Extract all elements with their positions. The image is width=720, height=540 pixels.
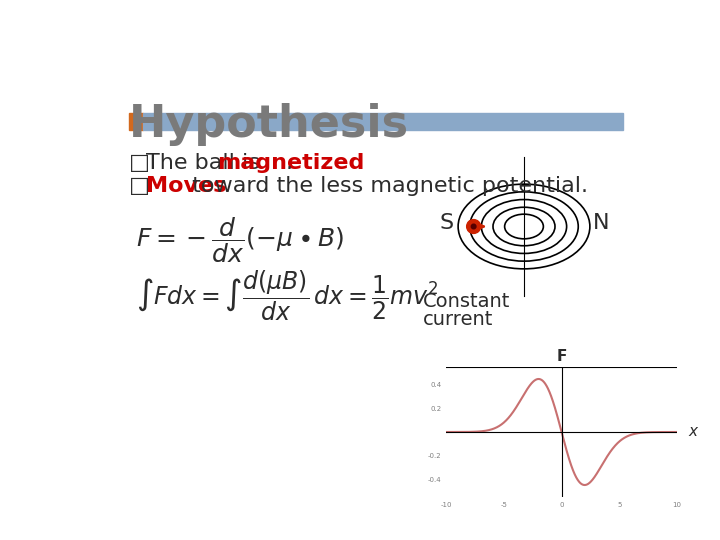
Text: x: x (688, 424, 697, 440)
Circle shape (467, 220, 481, 233)
Text: magnetized: magnetized (217, 153, 364, 173)
Text: □: □ (129, 177, 150, 197)
Text: Moves: Moves (145, 177, 226, 197)
Text: toward the less magnetic potential.: toward the less magnetic potential. (184, 177, 588, 197)
Text: Hypothesis: Hypothesis (129, 103, 409, 146)
Text: N: N (593, 213, 610, 233)
Bar (143, 113, 624, 130)
Text: $F = -\dfrac{d}{dx}(-\mu \bullet B)$: $F = -\dfrac{d}{dx}(-\mu \bullet B)$ (137, 215, 345, 265)
Text: .: . (285, 153, 292, 173)
Text: S: S (439, 213, 454, 233)
Text: current: current (423, 309, 494, 329)
Text: □: □ (129, 153, 150, 173)
Text: $\int Fdx = \int \dfrac{d(\mu B)}{dx}\,dx = \dfrac{1}{2}mv^2$: $\int Fdx = \int \dfrac{d(\mu B)}{dx}\,d… (137, 269, 439, 323)
Text: Constant: Constant (423, 292, 510, 311)
Bar (129, 113, 143, 130)
Circle shape (472, 224, 476, 229)
Text: F: F (557, 349, 567, 364)
Text: The ball is: The ball is (145, 153, 267, 173)
